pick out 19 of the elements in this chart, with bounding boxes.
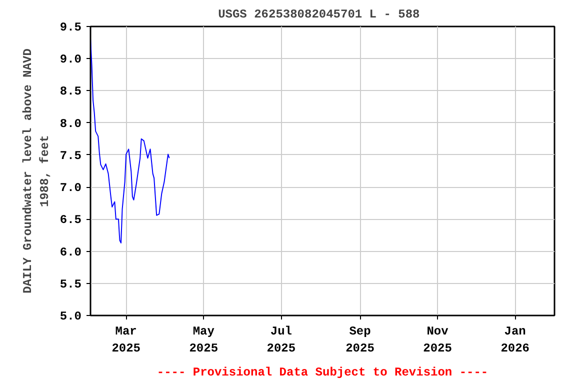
x-tick-label: Jul 2025 <box>266 324 296 356</box>
y-tick-label: 5.0 <box>60 310 82 324</box>
x-tick-label: Nov 2025 <box>423 324 452 356</box>
y-tick-label: 9.5 <box>60 20 82 34</box>
chart-title: USGS 262538082045701 L - 588 <box>218 8 420 22</box>
y-tick-label: 5.5 <box>60 277 82 292</box>
y-tick-label: 6.5 <box>60 213 82 228</box>
x-tick-label: May 2025 <box>189 324 218 356</box>
x-tick-label: Mar 2025 <box>112 324 141 356</box>
y-tick-label: 7.0 <box>60 181 82 196</box>
y-axis-title: DAILY Groundwater level above NAVD 1988, feet <box>21 48 52 294</box>
y-tick-label: 8.5 <box>60 84 82 99</box>
y-tick-label: 6.0 <box>60 245 82 260</box>
y-tick-label: 7.5 <box>60 148 82 163</box>
text: ---- Provisional Data Subject to Revision ---- <box>156 366 488 380</box>
y-tick-label: 8.0 <box>60 116 82 131</box>
x-tick-label: Jan 2026 <box>500 324 530 356</box>
x-tick-label: Sep 2025 <box>346 324 374 356</box>
y-tick-label: 9.0 <box>60 52 82 67</box>
